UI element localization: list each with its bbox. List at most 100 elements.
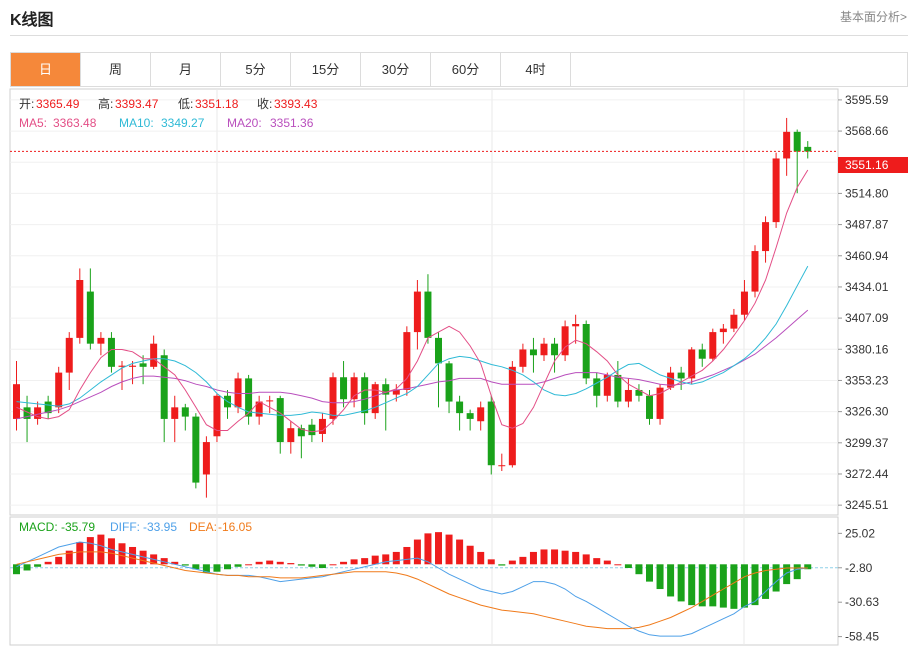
candle-body bbox=[171, 407, 179, 419]
tab-month[interactable]: 月 bbox=[151, 53, 221, 86]
macd-bar bbox=[107, 538, 115, 565]
macd-bar bbox=[23, 564, 31, 571]
macd-label: MACD: bbox=[19, 520, 58, 534]
candle-body bbox=[677, 372, 685, 379]
candle-body bbox=[392, 389, 400, 395]
candle-body bbox=[55, 372, 63, 408]
candle-body bbox=[129, 365, 137, 367]
candle-body bbox=[139, 363, 147, 367]
candle-body bbox=[297, 428, 305, 437]
tab-4hour[interactable]: 4时 bbox=[501, 53, 571, 86]
macd-bar bbox=[382, 554, 390, 565]
macd-bar bbox=[582, 554, 590, 565]
tab-30min[interactable]: 30分 bbox=[361, 53, 431, 86]
macd-bar bbox=[234, 564, 242, 567]
macd-bar bbox=[508, 560, 516, 565]
macd-bar bbox=[667, 564, 675, 597]
candle-body bbox=[435, 337, 442, 364]
tab-15min[interactable]: 15分 bbox=[291, 53, 361, 86]
macd-bar bbox=[456, 539, 464, 565]
macd-bar bbox=[361, 558, 369, 565]
macd-bar bbox=[97, 534, 105, 565]
macd-bar bbox=[86, 537, 94, 565]
candle-body bbox=[13, 384, 20, 419]
candle-body bbox=[118, 365, 126, 367]
fundamental-analysis-link[interactable]: 基本面分析> bbox=[839, 10, 907, 24]
close-value: 3393.43 bbox=[274, 97, 318, 111]
candle-body bbox=[740, 291, 748, 315]
open-value: 3365.49 bbox=[36, 97, 80, 111]
tab-5min[interactable]: 5分 bbox=[221, 53, 291, 86]
tab-day[interactable]: 日 bbox=[11, 53, 81, 86]
macd-bar bbox=[783, 564, 791, 585]
macd-bar bbox=[55, 556, 63, 565]
macd-bar bbox=[308, 564, 316, 567]
price-tick-label: 3380.16 bbox=[845, 342, 889, 356]
price-tick-label: 3353.23 bbox=[845, 373, 889, 387]
price-tick-label: 3460.94 bbox=[845, 249, 889, 263]
current-price-marker: 3551.16 bbox=[838, 157, 908, 173]
macd-panel-border bbox=[9, 516, 839, 646]
macd-bar bbox=[793, 564, 801, 580]
macd-tick-label: -2.80 bbox=[845, 561, 873, 575]
ohlc-info: 开: 3365.49 高: 3393.47 低: 3351.18 收: 3393… bbox=[19, 96, 318, 130]
candle-body bbox=[213, 395, 221, 437]
macd-bar bbox=[192, 564, 200, 570]
macd-bar bbox=[740, 564, 748, 608]
ma20-label: MA20: bbox=[227, 116, 262, 130]
candle-body bbox=[44, 401, 52, 414]
candle-body bbox=[603, 374, 611, 396]
page-title: K线图 bbox=[10, 12, 54, 29]
candle-body bbox=[551, 343, 559, 356]
macd-bar bbox=[297, 564, 305, 566]
macd-bar bbox=[614, 564, 622, 566]
candle-body bbox=[329, 377, 337, 419]
tab-60min[interactable]: 60分 bbox=[431, 53, 501, 86]
macd-bar bbox=[624, 564, 632, 569]
macd-bar bbox=[139, 550, 147, 565]
candle-body bbox=[783, 131, 791, 159]
dea-label: DEA: bbox=[189, 520, 217, 534]
candle-body bbox=[65, 337, 73, 373]
candle-body bbox=[255, 401, 263, 417]
macd-bar bbox=[635, 564, 643, 575]
candle-body bbox=[709, 332, 717, 359]
price-tick-label: 3595.59 bbox=[845, 93, 889, 107]
candle-body bbox=[371, 384, 379, 414]
macd-info: MACD: -35.79 DIFF: -33.95 DEA: -16.05 bbox=[19, 520, 252, 534]
macd-bar bbox=[487, 559, 495, 565]
tab-week[interactable]: 周 bbox=[81, 53, 151, 86]
ma20-value: 3351.36 bbox=[270, 116, 314, 130]
candle-body bbox=[192, 416, 200, 483]
candle-body bbox=[635, 389, 643, 396]
high-value: 3393.47 bbox=[115, 97, 159, 111]
price-tick-label: 3407.09 bbox=[845, 311, 889, 325]
candle-body bbox=[804, 146, 812, 152]
low-value: 3351.18 bbox=[195, 97, 239, 111]
macd-bar bbox=[519, 556, 527, 565]
candle-body bbox=[772, 158, 780, 223]
macd-bar bbox=[804, 564, 812, 570]
candle-body bbox=[688, 349, 696, 379]
candle-body bbox=[487, 401, 495, 466]
moving-average-lines bbox=[16, 169, 809, 433]
candle-body bbox=[445, 363, 453, 402]
macd-bar bbox=[118, 543, 126, 565]
macd-bar bbox=[213, 564, 221, 572]
chart-grid bbox=[9, 88, 839, 646]
candle-body bbox=[667, 372, 675, 388]
candle-body bbox=[413, 291, 421, 333]
candle-body bbox=[751, 251, 759, 292]
current-price-badge bbox=[838, 157, 908, 173]
candle-body bbox=[350, 377, 358, 400]
candle-body bbox=[160, 355, 168, 419]
price-tick-label: 3272.44 bbox=[845, 467, 889, 481]
candle-body bbox=[582, 323, 590, 379]
candle-body bbox=[593, 378, 601, 396]
macd-bar bbox=[477, 551, 485, 565]
macd-bar bbox=[255, 561, 263, 565]
ma10-label: MA10: bbox=[119, 116, 154, 130]
price-tick-label: 3568.66 bbox=[845, 124, 889, 138]
diff-label: DIFF: bbox=[110, 520, 140, 534]
